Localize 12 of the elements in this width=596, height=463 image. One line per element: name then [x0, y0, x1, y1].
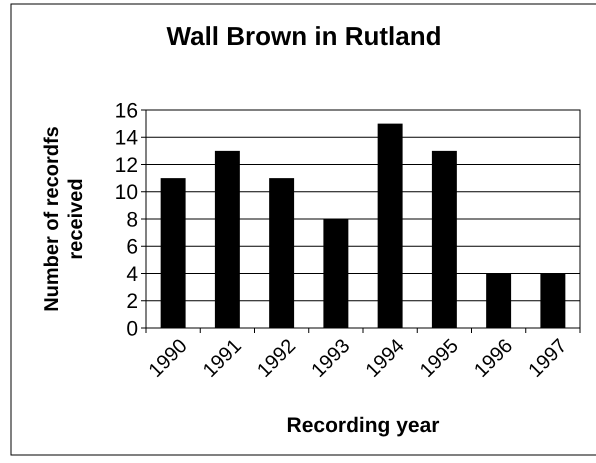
- y-tick-label: 8: [126, 208, 138, 232]
- y-tick-label: 16: [114, 99, 138, 122]
- y-tick-label: 12: [114, 154, 138, 177]
- y-tick-label: 4: [126, 262, 138, 286]
- y-tick-label: 2: [126, 290, 138, 314]
- y-tick-label: 10: [114, 181, 138, 204]
- x-axis-title: Recording year: [286, 414, 440, 437]
- y-axis-title: Number of recordfs received: [41, 126, 87, 312]
- y-tick-label: 6: [126, 236, 138, 259]
- chart-title: Wall Brown in Rutland: [166, 21, 442, 51]
- y-tick-label: 0: [126, 317, 138, 340]
- y-tick-label: 14: [114, 126, 138, 150]
